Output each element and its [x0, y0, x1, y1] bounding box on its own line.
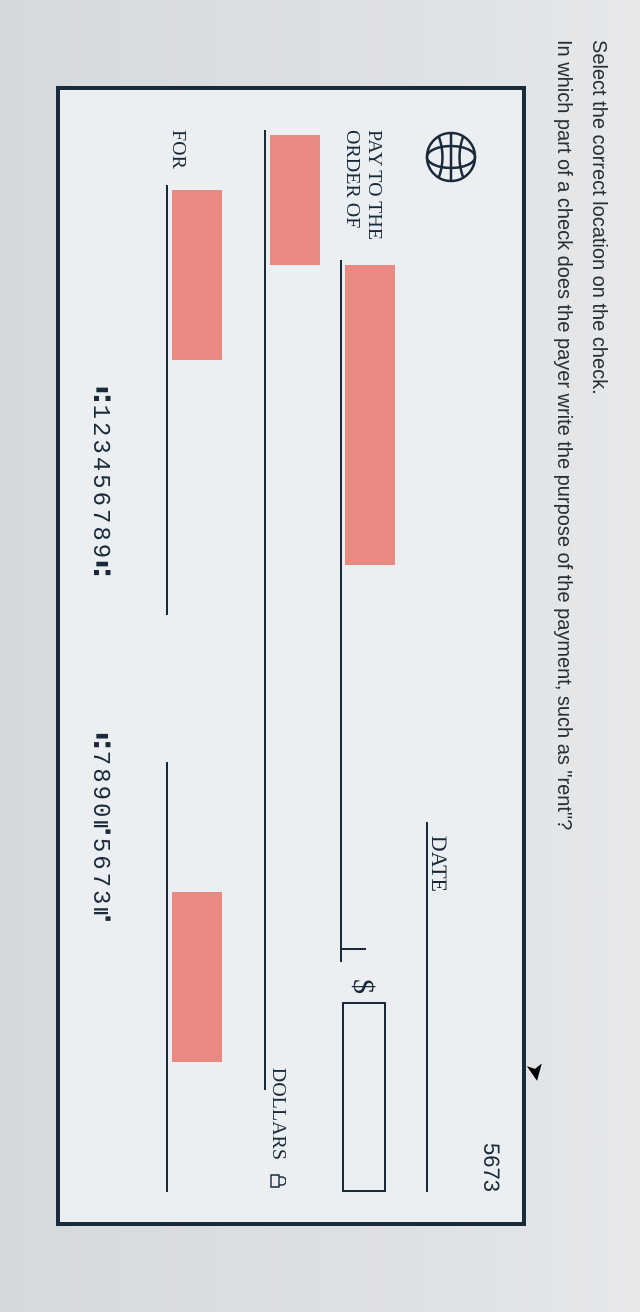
- date-label: DATE: [426, 836, 452, 892]
- pay-to-label: PAY TO THE ORDER OF: [342, 130, 386, 240]
- check: 5673 DATE PAY TO THE ORDER OF $: [56, 86, 526, 1226]
- signature-line: [166, 762, 168, 1192]
- page: Select the correct location on the check…: [0, 0, 640, 1312]
- pay-to-line1: PAY TO THE: [364, 130, 386, 240]
- amount-bracket: [340, 948, 366, 962]
- check-container: 5673 DATE PAY TO THE ORDER OF $: [56, 86, 526, 1226]
- for-line: [166, 185, 168, 615]
- date-line: [426, 822, 428, 1192]
- question-text: In which part of a check does the payer …: [552, 40, 575, 1272]
- globe-icon: [424, 130, 478, 184]
- micr-account: ⑆7890⑈5673⑈: [86, 733, 113, 924]
- dollars-label: DOLLARS: [267, 1068, 290, 1160]
- amount-box: [342, 1002, 386, 1192]
- payee-line: [340, 260, 342, 950]
- for-label: FOR: [167, 130, 190, 169]
- micr-routing: ⑆123456789⑆: [86, 387, 113, 578]
- micr-line: ⑆123456789⑆ ⑆7890⑈5673⑈: [86, 90, 113, 1222]
- signature-hotspot[interactable]: [172, 892, 222, 1062]
- lock-icon: [265, 1174, 286, 1188]
- for-hotspot[interactable]: [172, 190, 222, 360]
- amount-words-hotspot[interactable]: [270, 135, 320, 265]
- check-number: 5673: [478, 1143, 504, 1192]
- amount-words-line: [264, 130, 266, 1090]
- instruction-text: Select the correct location on the check…: [587, 40, 610, 1272]
- payee-hotspot[interactable]: [345, 265, 395, 565]
- amount-wrap: $: [342, 979, 386, 1192]
- pay-to-line2: ORDER OF: [342, 130, 364, 228]
- dollar-sign: $: [346, 979, 380, 994]
